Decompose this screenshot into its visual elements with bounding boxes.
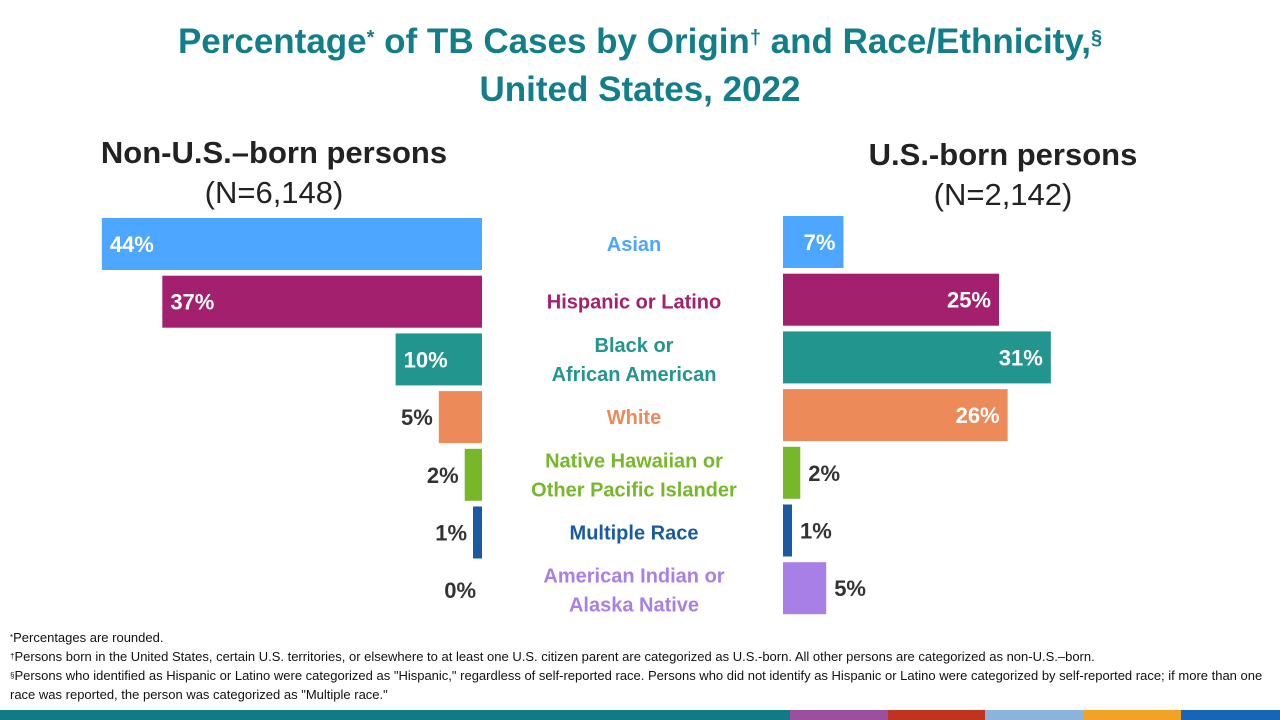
footnote-mark: §	[10, 671, 15, 680]
footnote: *Percentages are rounded.	[10, 628, 1270, 647]
left-panel-title: Non-U.S.–born persons (N=6,148)	[96, 133, 452, 213]
footnote-mark: *	[366, 27, 375, 49]
bar-non-us-born	[473, 506, 482, 559]
category-label: White	[607, 407, 661, 429]
data-label-non-us-born: 10%	[404, 347, 448, 372]
bar-non-us-born	[162, 275, 482, 328]
bottom-bar-segment	[0, 710, 790, 720]
footnote-mark: †	[749, 27, 761, 49]
bar-us-born	[783, 216, 844, 268]
category-label: Hispanic or Latino	[547, 292, 721, 314]
footnote: §Persons who identified as Hispanic or L…	[10, 666, 1270, 704]
chart-title: Percentage* of TB Cases by Origin† and R…	[0, 18, 1280, 114]
category-label: Black or	[595, 335, 674, 357]
data-label-us-born: 5%	[834, 576, 866, 601]
category-label: Multiple Race	[570, 523, 699, 545]
data-label-non-us-born: 2%	[427, 463, 459, 488]
bar-us-born	[783, 504, 792, 557]
bar-us-born	[783, 446, 801, 499]
bar-non-us-born	[464, 448, 482, 501]
data-label-us-born: 7%	[804, 230, 836, 255]
data-label-non-us-born: 5%	[401, 405, 433, 430]
title-text: of TB Cases by Origin	[374, 22, 750, 61]
footnote-mark: †	[10, 652, 15, 661]
data-label-non-us-born: 0%	[444, 578, 476, 603]
bar-non-us-born	[101, 218, 482, 270]
footnote-text: Persons born in the United States, certa…	[14, 649, 1095, 664]
data-label-non-us-born: 37%	[170, 290, 214, 315]
bar-non-us-born	[395, 333, 482, 386]
series-name: Non-U.S.–born persons	[100, 135, 448, 170]
bottom-bar-segment	[1083, 710, 1181, 720]
bottom-bar-segment	[985, 710, 1083, 720]
decorative-bottom-bar	[0, 710, 1280, 720]
title-subline: United States, 2022	[479, 70, 801, 109]
data-label-us-born: 2%	[808, 461, 840, 486]
bar-us-born	[783, 389, 1008, 442]
bottom-bar-segment	[790, 710, 888, 720]
butterfly-chart: 44% 7% Asian 37% 25% Hispanic or Latino 10% 31%…	[101, 216, 1051, 617]
title-text: and Race/Ethnicity,	[760, 22, 1091, 61]
title-text: Percentage	[177, 22, 367, 61]
data-label-non-us-born: 1%	[435, 521, 467, 546]
data-label-us-born: 26%	[956, 403, 1000, 428]
bottom-bar-segment	[1181, 710, 1280, 720]
category-label: Other Pacific Islander	[531, 479, 737, 501]
footnote-text: Percentages are rounded.	[13, 630, 164, 645]
bar-non-us-born	[438, 391, 482, 444]
data-label-us-born: 1%	[800, 519, 832, 544]
category-label: Asian	[607, 234, 661, 256]
bar-us-born	[783, 331, 1051, 384]
category-label: Alaska Native	[569, 595, 699, 617]
series-n: (N=2,142)	[933, 177, 1073, 212]
series-n: (N=6,148)	[204, 175, 344, 210]
footnotes: *Percentages are rounded. †Persons born …	[10, 628, 1270, 704]
data-label-us-born: 31%	[999, 345, 1043, 370]
category-label: Native Hawaiian or	[545, 450, 723, 472]
footnote: †Persons born in the United States, cert…	[10, 647, 1270, 666]
footnote-text: Persons who identified as Hispanic or La…	[10, 668, 1263, 702]
right-panel-title: U.S.-born persons (N=2,142)	[850, 135, 1156, 215]
bottom-bar-segment	[888, 710, 985, 720]
category-label: American Indian or	[543, 566, 724, 588]
series-name: U.S.-born persons	[868, 137, 1138, 172]
bar-us-born	[783, 562, 827, 615]
footnote-mark: *	[10, 633, 14, 642]
category-label: African American	[552, 364, 717, 386]
bar-us-born	[783, 273, 999, 326]
footnote-mark: §	[1090, 27, 1103, 49]
data-label-non-us-born: 44%	[110, 232, 154, 257]
data-label-us-born: 25%	[947, 288, 991, 313]
